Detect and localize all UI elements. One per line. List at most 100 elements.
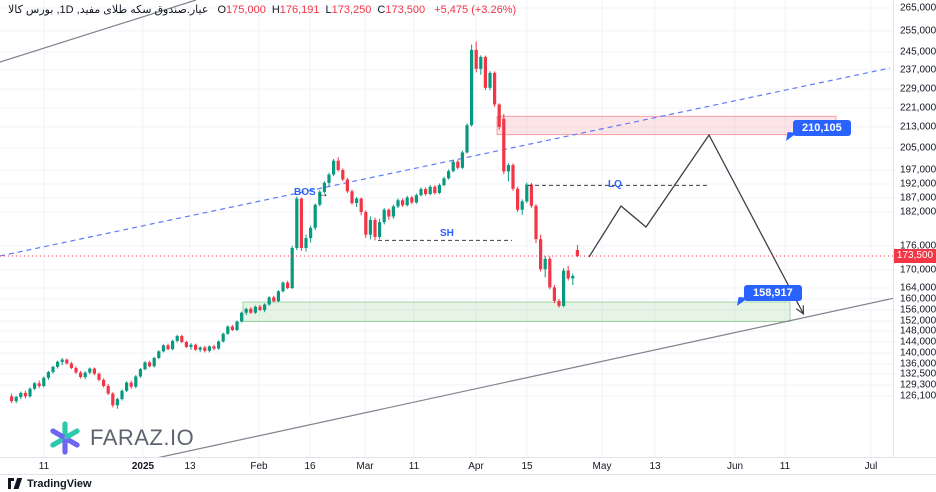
- tradingview-attribution[interactable]: TradingView: [8, 478, 92, 490]
- candle[interactable]: [281, 281, 285, 293]
- candle[interactable]: [65, 358, 69, 365]
- candle[interactable]: [350, 189, 354, 205]
- candle[interactable]: [396, 198, 400, 209]
- candle[interactable]: [410, 195, 414, 205]
- candle[interactable]: [125, 381, 129, 393]
- candle[interactable]: [240, 311, 244, 323]
- candle[interactable]: [180, 334, 184, 344]
- candle[interactable]: [189, 343, 193, 350]
- candle[interactable]: [470, 44, 474, 127]
- candle[interactable]: [460, 150, 464, 169]
- candle[interactable]: [419, 187, 423, 197]
- candle[interactable]: [286, 280, 290, 290]
- candle[interactable]: [552, 285, 556, 304]
- candle[interactable]: [14, 395, 18, 404]
- candle[interactable]: [184, 340, 188, 349]
- time-axis[interactable]: 11 2025 13 Feb 16 Mar 11 Apr 15 May 13 Jun 11 Jul: [0, 457, 936, 474]
- candle[interactable]: [304, 234, 308, 252]
- symbol-title-bar[interactable]: عیار.صندوق سکه طلای مفید, 1D, بورس کالا …: [8, 3, 516, 16]
- candle[interactable]: [23, 390, 27, 399]
- candle[interactable]: [382, 208, 386, 225]
- candle[interactable]: [437, 183, 441, 195]
- candle[interactable]: [414, 193, 418, 204]
- candle[interactable]: [143, 361, 147, 371]
- candle[interactable]: [161, 344, 165, 353]
- candle[interactable]: [28, 387, 32, 398]
- candle[interactable]: [488, 71, 492, 91]
- candle[interactable]: [529, 182, 533, 208]
- candle[interactable]: [290, 246, 294, 290]
- candle[interactable]: [217, 340, 221, 350]
- candle[interactable]: [56, 360, 60, 369]
- price-callout[interactable]: 210,105: [786, 120, 851, 141]
- candle[interactable]: [539, 234, 543, 272]
- candle[interactable]: [235, 320, 239, 331]
- candle[interactable]: [111, 392, 115, 408]
- candle[interactable]: [318, 190, 322, 207]
- candle[interactable]: [506, 163, 510, 182]
- candle[interactable]: [525, 182, 529, 204]
- candle[interactable]: [309, 225, 313, 243]
- candle[interactable]: [336, 157, 340, 172]
- candle[interactable]: [74, 366, 78, 374]
- supply-zone[interactable]: [496, 115, 837, 136]
- candle[interactable]: [520, 199, 524, 215]
- candle[interactable]: [244, 307, 248, 315]
- candle[interactable]: [258, 305, 262, 312]
- candle[interactable]: [474, 41, 478, 73]
- candle[interactable]: [51, 365, 55, 374]
- projection-zigzag[interactable]: [588, 133, 803, 313]
- candle[interactable]: [299, 197, 303, 251]
- candle[interactable]: [327, 172, 331, 187]
- candle[interactable]: [88, 367, 92, 375]
- price-chart[interactable]: [0, 0, 893, 457]
- candle[interactable]: [483, 55, 487, 91]
- candle[interactable]: [102, 378, 106, 388]
- candle[interactable]: [152, 356, 156, 368]
- candle[interactable]: [207, 345, 211, 353]
- candle[interactable]: [10, 393, 14, 404]
- candle[interactable]: [253, 305, 257, 314]
- candle[interactable]: [138, 368, 142, 378]
- candle[interactable]: [405, 195, 409, 207]
- candle[interactable]: [364, 210, 368, 239]
- candle[interactable]: [203, 345, 207, 353]
- candle[interactable]: [543, 256, 547, 278]
- candle[interactable]: [391, 204, 395, 219]
- candle[interactable]: [249, 307, 253, 314]
- candle[interactable]: [493, 71, 497, 107]
- candle[interactable]: [428, 185, 432, 196]
- candle[interactable]: [166, 343, 170, 351]
- bos-label[interactable]: BOS: [294, 187, 316, 198]
- candle[interactable]: [194, 343, 198, 351]
- candle[interactable]: [106, 383, 110, 395]
- candle[interactable]: [212, 344, 216, 351]
- candle[interactable]: [516, 186, 520, 212]
- candle[interactable]: [341, 168, 345, 182]
- upper-left-line[interactable]: [0, 0, 197, 63]
- candle[interactable]: [447, 169, 451, 180]
- candle[interactable]: [401, 198, 405, 207]
- candle[interactable]: [451, 160, 455, 173]
- candle[interactable]: [157, 350, 161, 360]
- candle[interactable]: [378, 218, 382, 240]
- candle[interactable]: [368, 216, 372, 240]
- candle[interactable]: [276, 290, 280, 303]
- candle[interactable]: [69, 361, 73, 370]
- candle[interactable]: [230, 325, 234, 331]
- level-label-sh[interactable]: SH: [440, 228, 454, 240]
- candle[interactable]: [548, 256, 552, 290]
- candle[interactable]: [79, 370, 83, 379]
- candle[interactable]: [442, 176, 446, 187]
- candle[interactable]: [148, 360, 152, 368]
- candle[interactable]: [97, 372, 101, 382]
- candle[interactable]: [359, 197, 363, 216]
- candle[interactable]: [60, 357, 64, 366]
- candle[interactable]: [129, 380, 133, 389]
- candle[interactable]: [226, 325, 230, 335]
- candle[interactable]: [332, 159, 336, 177]
- candle[interactable]: [272, 295, 276, 303]
- candle[interactable]: [479, 55, 483, 75]
- candle[interactable]: [387, 208, 391, 220]
- ascending-dashed-trendline[interactable]: [0, 67, 891, 257]
